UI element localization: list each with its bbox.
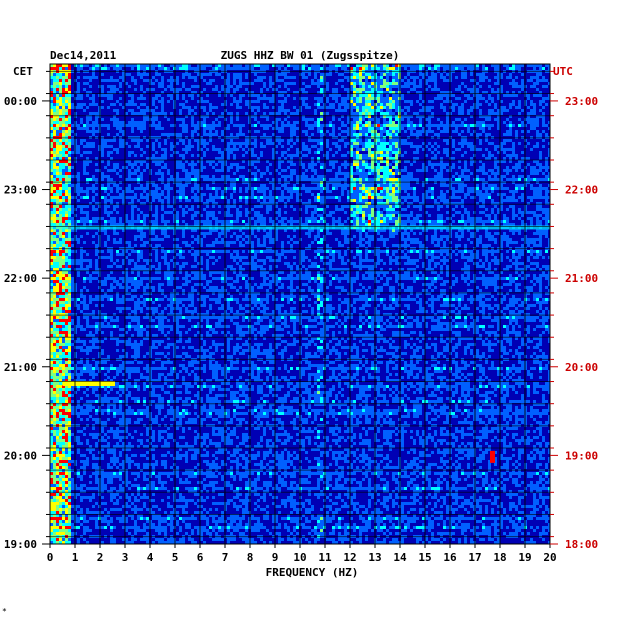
x-tick-label: 3: [122, 551, 129, 564]
cet-axis-ticks: 00:00 23:00 22:00 21:00 20:00 19:00: [4, 70, 50, 551]
cet-tick-label: 22:00: [4, 272, 37, 285]
x-axis-label: FREQUENCY (HZ): [266, 566, 359, 579]
x-tick-label: 14: [393, 551, 407, 564]
x-tick-label: 9: [272, 551, 279, 564]
chart-date: Dec14,2011: [50, 49, 117, 62]
x-tick-label: 20: [543, 551, 556, 564]
utc-tick-label: 19:00: [565, 449, 598, 462]
x-tick-label: 15: [418, 551, 431, 564]
x-tick-label: 5: [172, 551, 179, 564]
utc-axis-ticks: 23:00 22:00 21:00 20:00 19:00 18:00: [550, 70, 598, 551]
x-tick-label: 17: [468, 551, 481, 564]
spectrogram-plot-area: [50, 64, 550, 544]
utc-axis-label: UTC: [553, 65, 573, 78]
x-tick-label: 8: [247, 551, 254, 564]
utc-tick-label: 20:00: [565, 361, 598, 374]
x-axis-ticks: 0 1 2 3 4 5 6 7 8 9 10 11 12 13 14 15 16 17 18 19 20: [47, 544, 557, 564]
x-tick-label: 16: [443, 551, 457, 564]
utc-tick-label: 18:00: [565, 538, 598, 551]
utc-tick-label: 23:00: [565, 95, 598, 108]
x-tick-label: 18: [493, 551, 506, 564]
x-tick-label: 0: [47, 551, 54, 564]
footnote-mark: *: [2, 607, 7, 616]
chart-title: ZUGS HHZ BW 01 (Zugsspitze): [221, 49, 400, 62]
x-tick-label: 6: [197, 551, 204, 564]
cet-tick-label: 20:00: [4, 449, 37, 462]
chart-grid: [50, 64, 550, 544]
utc-tick-label: 21:00: [565, 272, 598, 285]
cet-tick-label: 23:00: [4, 184, 37, 197]
cet-tick-label: 00:00: [4, 95, 37, 108]
event-short-streak: [62, 381, 115, 387]
event-red-spot: [490, 450, 495, 463]
x-tick-label: 7: [222, 551, 229, 564]
x-tick-label: 4: [147, 551, 154, 564]
x-tick-label: 13: [368, 551, 381, 564]
cet-axis-label: CET: [13, 65, 33, 78]
x-tick-label: 10: [293, 551, 306, 564]
x-tick-label: 19: [518, 551, 531, 564]
utc-tick-label: 22:00: [565, 184, 598, 197]
x-tick-label: 2: [97, 551, 104, 564]
x-tick-label: 12: [343, 551, 356, 564]
cet-tick-label: 19:00: [4, 538, 37, 551]
x-tick-label: 11: [318, 551, 332, 564]
x-tick-label: 1: [72, 551, 79, 564]
cet-tick-label: 21:00: [4, 361, 37, 374]
